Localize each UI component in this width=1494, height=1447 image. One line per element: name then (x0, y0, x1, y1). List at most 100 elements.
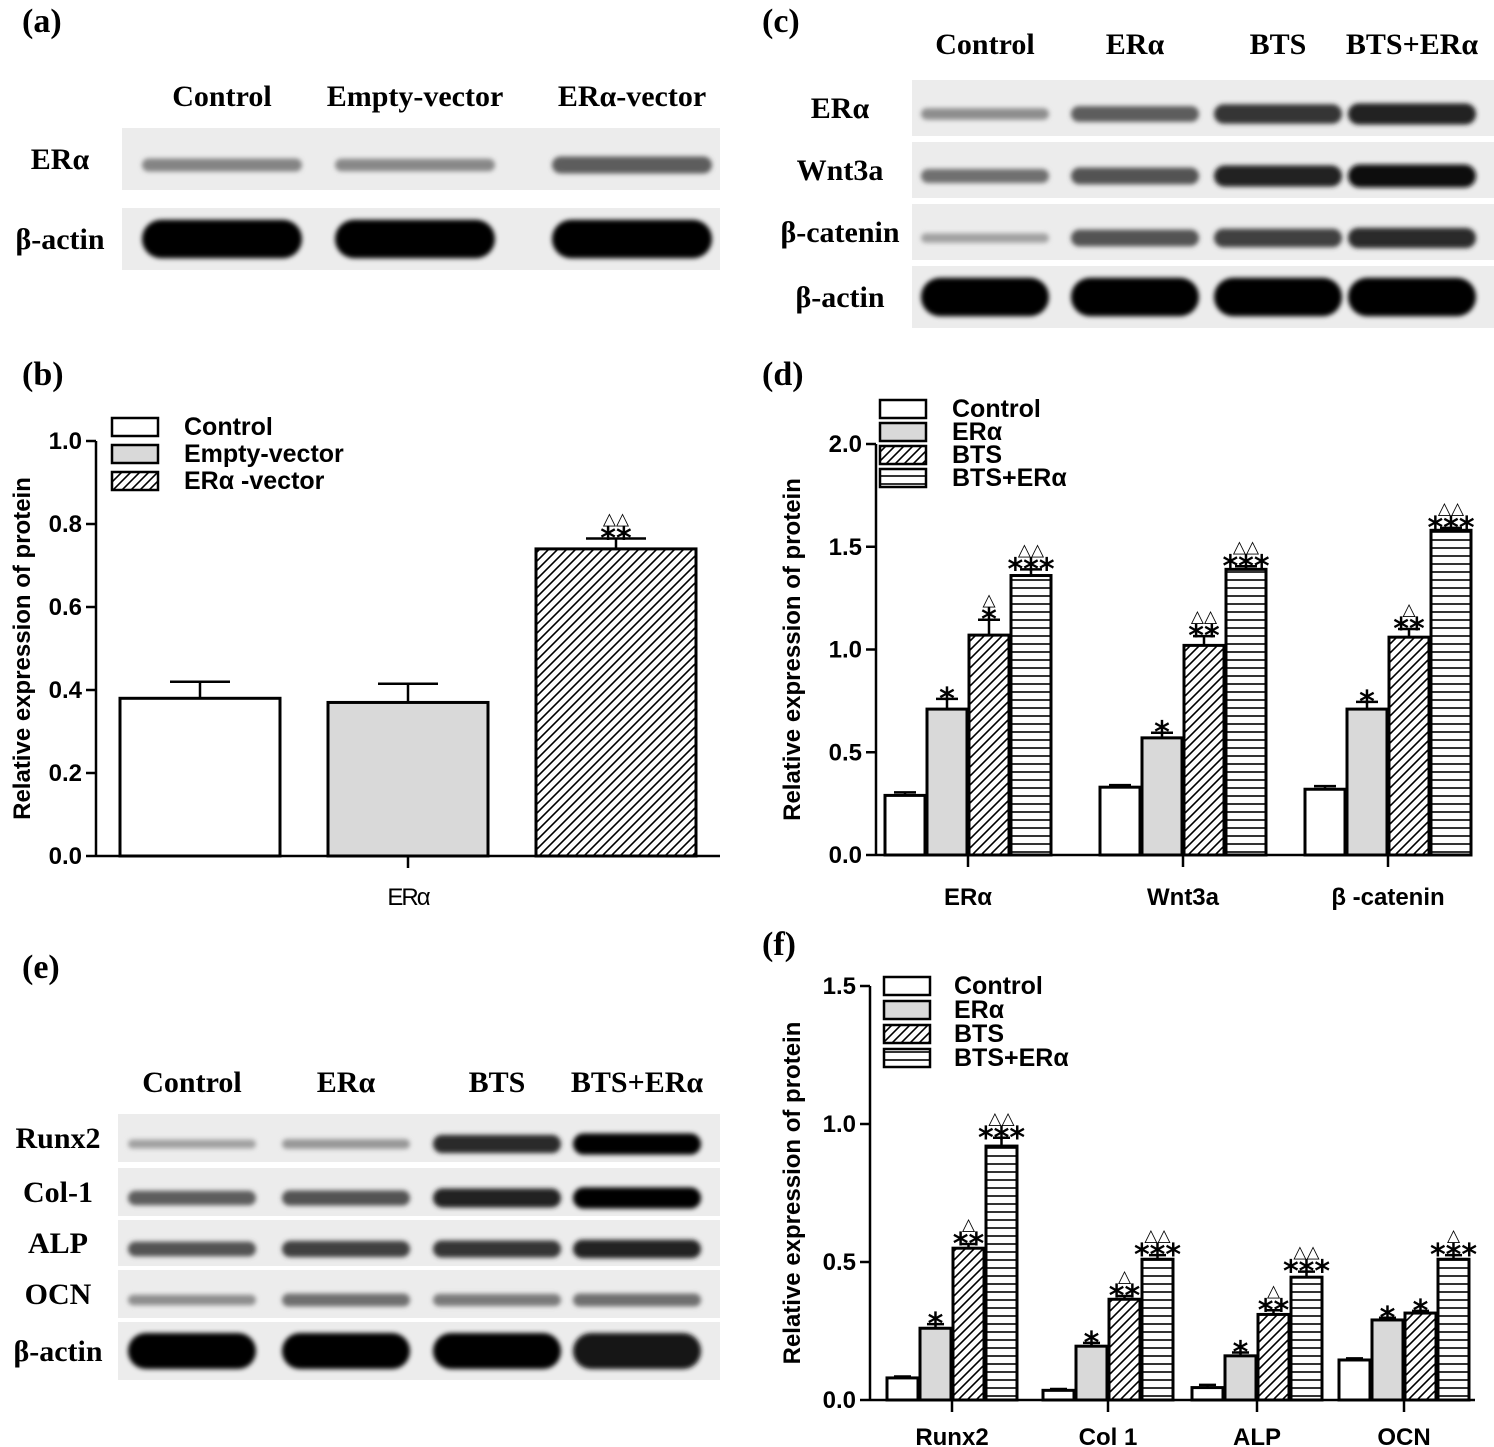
x-category-label: Wnt3a (1147, 884, 1220, 911)
legend-swatch (878, 421, 928, 443)
y-tick-label: 0.0 (49, 843, 82, 870)
significance-stars: *** (1222, 549, 1269, 584)
y-tick-label: 0.4 (49, 677, 83, 704)
blot-band (1348, 227, 1476, 249)
legend-label: BTS (954, 1020, 1004, 1048)
legend-label: ERα -vector (184, 467, 325, 495)
blot-band (128, 1241, 256, 1257)
blot-lane-label: ERα-vector (558, 80, 706, 113)
blot-band (1071, 229, 1199, 247)
blot-band (128, 1294, 256, 1306)
bar (1387, 635, 1431, 857)
blot-row-label: ERα (31, 143, 90, 176)
y-tick-label: 1.5 (829, 534, 862, 561)
blot-band (1348, 164, 1476, 188)
y-tick-label: 0.0 (823, 1387, 856, 1414)
significance-stars: ** (1258, 1293, 1290, 1328)
western-blot-a: Control Empty-vector ERα-vector ERα β-actin (15, 80, 720, 270)
blot-band (282, 1139, 410, 1149)
bar (1107, 1297, 1142, 1402)
blot-row-label: Col-1 (23, 1176, 93, 1209)
blot-row-label: β-actin (15, 223, 104, 256)
blot-band (573, 1239, 701, 1259)
significance-stars: *** (1430, 1238, 1477, 1273)
bar (1256, 1312, 1291, 1402)
bar (1140, 1257, 1175, 1402)
bar (918, 1326, 953, 1402)
blot-row-label: ALP (28, 1227, 88, 1260)
y-tick-label: 0.0 (829, 842, 862, 869)
blot-lane-label: Control (172, 80, 271, 113)
x-category-label: β -catenin (1331, 884, 1444, 911)
significance-triangles: △ (1402, 600, 1416, 620)
x-category-label: ERα (387, 884, 430, 911)
blot-band (433, 1134, 561, 1154)
blot-band (1348, 103, 1476, 125)
blot-band (282, 1333, 410, 1369)
legend-swatch (110, 470, 160, 492)
x-category-label: Col 1 (1079, 1424, 1138, 1447)
bar (1289, 1275, 1324, 1402)
bar (1182, 643, 1226, 857)
blot-band (573, 1333, 701, 1369)
significance-stars: *** (978, 1121, 1025, 1156)
significance-stars: * (1413, 1294, 1429, 1329)
blot-band (433, 1188, 561, 1208)
significance-stars: * (1154, 716, 1170, 751)
legend-label: BTS (952, 441, 1002, 469)
blot-band (433, 1240, 561, 1258)
bar (1009, 574, 1053, 857)
panel-label-a: (a) (22, 3, 62, 40)
legend-label: Control (954, 972, 1043, 1000)
y-axis-title: Relative expression of protein (779, 478, 806, 821)
bar (1429, 528, 1473, 857)
bar (967, 633, 1011, 857)
legend-label: BTS+ERα (954, 1044, 1069, 1072)
bar (883, 793, 927, 857)
blot-band (142, 219, 302, 259)
y-tick-label: 1.0 (823, 1111, 856, 1138)
bar (1190, 1386, 1225, 1402)
significance-triangles: △△ (1438, 499, 1465, 519)
panel-label-c: (c) (762, 3, 800, 40)
bar-chart-d: Relative expression of protein 0.0 0.5 1.0 1… (779, 395, 1475, 911)
blot-band (921, 233, 1049, 243)
legend-swatch (882, 975, 932, 997)
blot-band (1214, 228, 1342, 248)
y-tick-label: 0.6 (49, 594, 82, 621)
significance-stars: ** (1188, 619, 1220, 654)
legend-label: BTS+ERα (952, 464, 1067, 492)
bar (1337, 1358, 1372, 1402)
y-tick-label: 0.8 (49, 511, 82, 538)
significance-stars: ** (953, 1227, 985, 1262)
legend-swatch (878, 444, 928, 466)
blot-band (433, 1333, 561, 1369)
blot-band (573, 1293, 701, 1307)
legend-swatch (882, 999, 932, 1021)
significance-triangles: △△ (1293, 1243, 1320, 1263)
bar-chart-b: Relative expression of protein 0.0 0.2 0.4 0… (9, 413, 720, 911)
significance-stars: * (1084, 1326, 1100, 1361)
bar (1223, 1354, 1258, 1402)
y-tick-label: 0.5 (829, 739, 862, 766)
significance-triangles: △ (982, 591, 996, 611)
blot-lane-label: BTS (1250, 28, 1307, 61)
legend-swatch (110, 443, 160, 465)
panel-label-d: (d) (762, 356, 804, 393)
significance-stars: * (1380, 1301, 1396, 1336)
blot-band (1214, 104, 1342, 124)
bar (951, 1246, 986, 1402)
blot-band (282, 1293, 410, 1307)
bar (1041, 1388, 1076, 1402)
bar (534, 547, 698, 858)
significance-stars: ** (1109, 1279, 1141, 1314)
blot-band (921, 168, 1049, 184)
blot-band (552, 219, 712, 259)
blot-band (128, 1139, 256, 1149)
y-tick-label: 0.5 (823, 1249, 856, 1276)
y-axis-title: Relative expression of protein (779, 1022, 806, 1365)
y-tick-label: 1.0 (49, 428, 82, 455)
y-tick-label: 0.2 (49, 760, 82, 787)
legend-label: Empty-vector (184, 440, 344, 468)
bar (326, 700, 490, 858)
